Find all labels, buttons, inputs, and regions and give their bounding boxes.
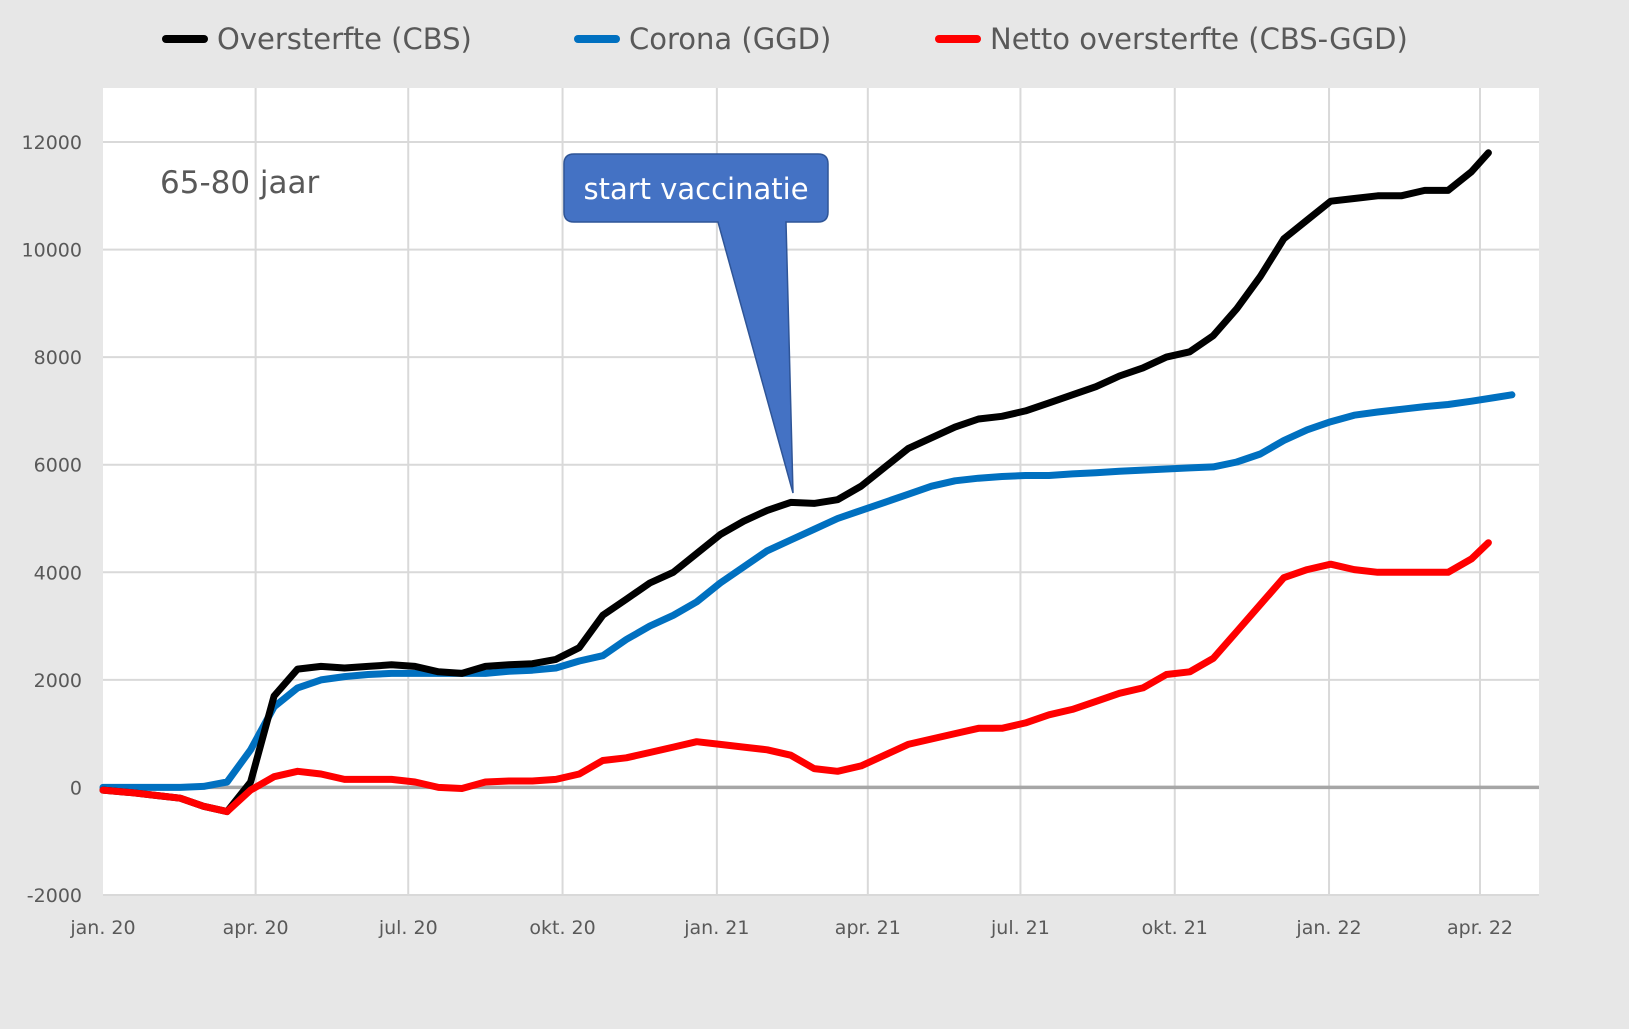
x-tick-label: jan. 21 — [683, 917, 749, 939]
y-tick-label: 8000 — [34, 347, 82, 369]
y-tick-label: 4000 — [34, 562, 82, 584]
series-line-2 — [99, 539, 1492, 816]
series-line-0 — [99, 149, 1492, 816]
y-tick-label: -2000 — [27, 885, 82, 907]
x-tick-label: jul. 21 — [990, 917, 1050, 939]
series-lines — [99, 149, 1516, 816]
x-tick-label: okt. 21 — [1142, 917, 1208, 939]
callout-shape — [563, 153, 829, 494]
x-tick-label: apr. 21 — [835, 917, 901, 939]
x-tick-label: jan. 20 — [69, 917, 135, 939]
x-tick-label: apr. 20 — [223, 917, 289, 939]
callout: start vaccinatie — [563, 153, 829, 494]
x-axis-ticks: jan. 20 apr. 20 jul. 20 okt. 20 jan. 21 apr. … — [69, 917, 1513, 939]
y-tick-label: 10000 — [22, 240, 82, 262]
y-tick-label: 6000 — [34, 455, 82, 477]
callout-text: start vaccinatie — [583, 172, 808, 206]
panel-label: 65-80 jaar — [160, 165, 320, 201]
y-axis-ticks: -2000 0 2000 4000 6000 8000 10000 12000 — [22, 132, 82, 907]
legend-label: Netto oversterfte (CBS-GGD) — [990, 22, 1408, 56]
y-tick-label: 12000 — [22, 132, 82, 154]
x-tick-label: apr. 22 — [1447, 917, 1513, 939]
x-tick-label: jul. 20 — [378, 917, 438, 939]
series-line-1 — [99, 391, 1516, 791]
y-tick-label: 0 — [70, 777, 82, 799]
x-tick-label: okt. 20 — [529, 917, 595, 939]
gridlines — [103, 88, 1539, 896]
legend-label: Corona (GGD) — [629, 22, 831, 56]
legend-label: Oversterfte (CBS) — [217, 22, 472, 56]
y-tick-label: 2000 — [34, 670, 82, 692]
legend: Oversterfte (CBS) Corona (GGD) Netto overs… — [162, 22, 1408, 56]
x-tick-label: jan. 22 — [1295, 917, 1361, 939]
